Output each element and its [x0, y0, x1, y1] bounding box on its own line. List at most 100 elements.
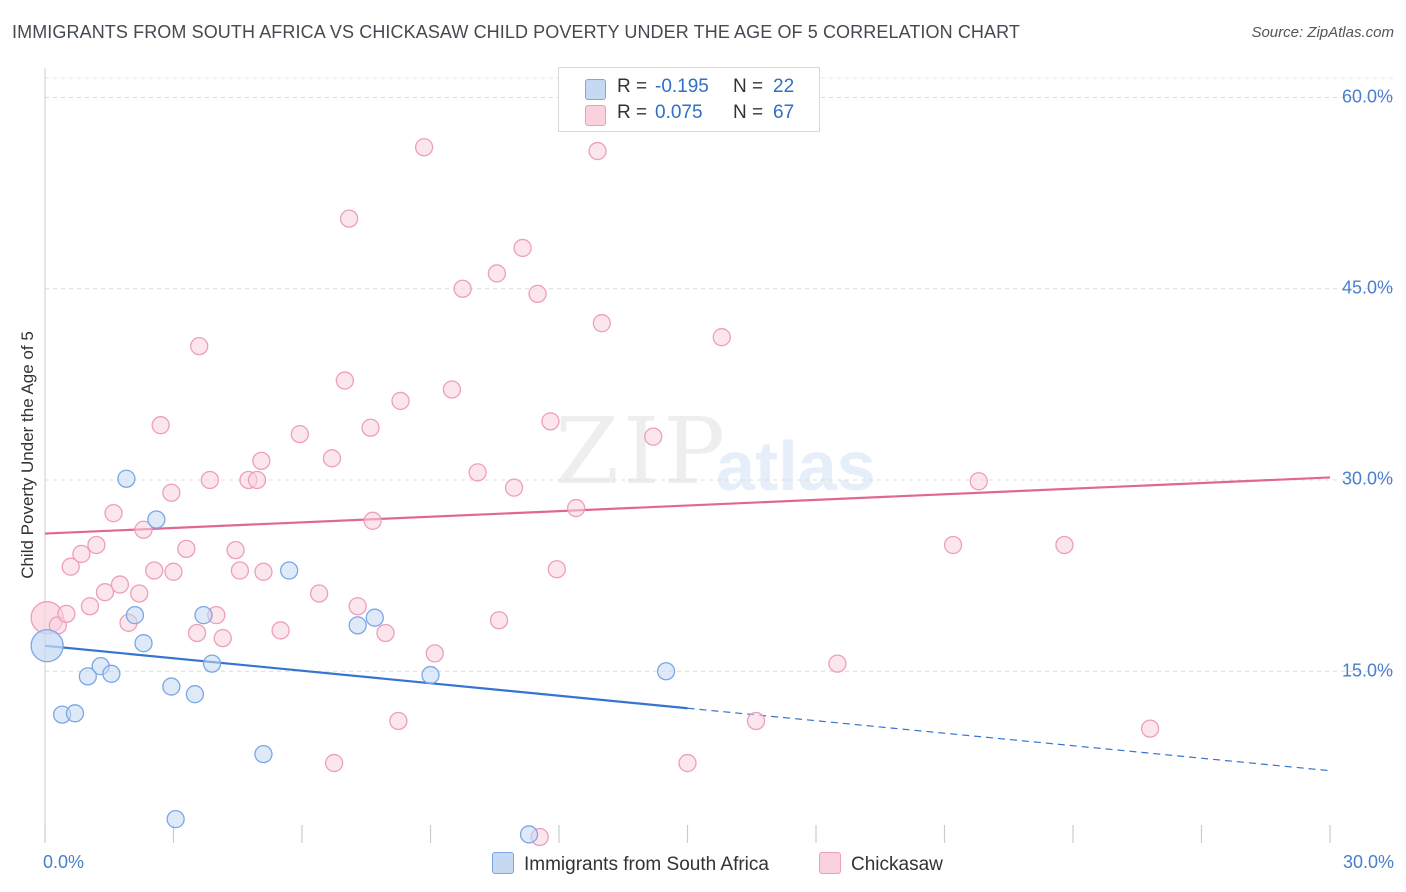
- trend-line-chickasaw: [44, 476, 1331, 535]
- point-chickasaw-23: [226, 540, 245, 560]
- point-chickasaw-54: [547, 560, 567, 579]
- point-south-africa-2: [65, 704, 85, 723]
- point-chickasaw-11: [130, 584, 149, 603]
- legend-label-south-africa: Immigrants from South Africa: [524, 854, 769, 875]
- point-chickasaw-60: [712, 328, 731, 347]
- point-chickasaw-42: [414, 138, 434, 157]
- point-chickasaw-43: [425, 644, 444, 663]
- x-tick-label-min: 0.0%: [43, 852, 85, 872]
- point-chickasaw-24: [230, 561, 250, 580]
- point-chickasaw-12: [134, 520, 153, 539]
- legend-n-value: 67: [773, 102, 795, 123]
- point-chickasaw-59: [678, 753, 697, 773]
- y-tick-label-60: 60.0%: [1341, 86, 1393, 107]
- y-tick-label-15: 15.0%: [1341, 660, 1393, 681]
- point-chickasaw-34: [335, 371, 354, 390]
- point-south-africa-10: [162, 677, 181, 696]
- point-chickasaw-22: [213, 628, 232, 648]
- legend-r-value: -0.195: [655, 76, 709, 97]
- point-chickasaw-6: [87, 535, 106, 555]
- point-chickasaw-4: [72, 544, 91, 564]
- point-chickasaw-19: [190, 336, 209, 356]
- point-south-africa-6: [117, 469, 136, 488]
- point-south-africa-20: [519, 825, 539, 844]
- axes: [44, 68, 1331, 843]
- legend-swatch-south-africa: [492, 852, 514, 874]
- y-axis-label: Child Poverty Under the Age of 5: [18, 331, 37, 579]
- source-label: Source: ZipAtlas.com: [1251, 24, 1394, 41]
- trend-line-south-africa: [44, 644, 688, 710]
- point-chickasaw-64: [969, 472, 988, 491]
- point-south-africa-21: [656, 662, 676, 681]
- point-chickasaw-46: [468, 463, 487, 482]
- point-chickasaw-9: [110, 575, 130, 594]
- point-chickasaw-47: [487, 264, 507, 283]
- point-south-africa-0: [30, 629, 64, 663]
- point-south-africa-17: [348, 616, 367, 635]
- point-chickasaw-37: [361, 418, 380, 437]
- point-chickasaw-17: [177, 539, 196, 558]
- legend-item-south-africa: Immigrants from South Africa: [492, 852, 769, 876]
- chart-title: IMMIGRANTS FROM SOUTH AFRICA VS CHICKASA…: [12, 22, 1021, 42]
- point-south-africa-3: [78, 667, 97, 686]
- point-chickasaw-13: [145, 561, 164, 580]
- point-chickasaw-55: [566, 498, 586, 518]
- point-chickasaw-2: [57, 604, 76, 624]
- y-tick-label-30: 30.0%: [1341, 468, 1393, 489]
- point-chickasaw-14: [151, 416, 170, 435]
- point-chickasaw-29: [271, 621, 290, 640]
- data-points: [30, 138, 1160, 847]
- legend-n-label: N =: [733, 102, 764, 123]
- legend-swatch-south-africa: [585, 79, 606, 100]
- point-south-africa-16: [279, 561, 299, 580]
- point-south-africa-5: [102, 664, 121, 683]
- point-chickasaw-58: [644, 427, 663, 446]
- point-chickasaw-40: [389, 711, 408, 731]
- point-chickasaw-27: [252, 451, 271, 471]
- point-south-africa-15: [254, 744, 273, 764]
- watermark-zip: ZIP: [555, 398, 730, 505]
- point-chickasaw-50: [513, 238, 532, 258]
- point-chickasaw-20: [200, 470, 220, 490]
- point-chickasaw-41: [391, 391, 410, 411]
- point-chickasaw-51: [528, 284, 547, 304]
- point-chickasaw-3: [61, 557, 80, 576]
- x-tick-label-max: 30.0%: [1342, 852, 1394, 872]
- point-chickasaw-28: [254, 562, 273, 581]
- trend-lines: [44, 476, 1331, 772]
- correlation-legend: R = -0.195 N = 22 R = 0.075 N = 67: [558, 67, 820, 132]
- watermark-atlas: atlas: [716, 427, 876, 505]
- point-chickasaw-38: [363, 511, 382, 530]
- point-chickasaw-45: [453, 279, 472, 298]
- point-chickasaw-7: [95, 583, 115, 602]
- point-chickasaw-33: [324, 753, 344, 773]
- point-chickasaw-49: [504, 478, 524, 497]
- legend-r-label: R =: [617, 76, 648, 97]
- point-chickasaw-62: [828, 654, 847, 673]
- point-chickasaw-48: [489, 611, 509, 630]
- point-chickasaw-30: [290, 424, 310, 444]
- y-tick-label-45: 45.0%: [1341, 277, 1393, 298]
- trend-line-south-africa-extension: [687, 707, 1331, 772]
- point-chickasaw-32: [322, 449, 342, 468]
- grid-lines: [45, 77, 1395, 672]
- point-south-africa-8: [134, 634, 153, 653]
- point-chickasaw-56: [588, 141, 607, 161]
- point-south-africa-18: [365, 608, 384, 627]
- point-chickasaw-15: [162, 483, 181, 502]
- point-chickasaw-26: [247, 470, 267, 490]
- point-chickasaw-57: [592, 314, 611, 333]
- point-south-africa-12: [185, 685, 205, 704]
- point-south-africa-9: [147, 510, 166, 529]
- legend-r-value: 0.075: [655, 102, 703, 123]
- point-chickasaw-63: [943, 535, 963, 555]
- point-chickasaw-36: [348, 597, 367, 616]
- point-chickasaw-53: [541, 412, 560, 431]
- point-chickasaw-31: [309, 584, 329, 603]
- legend-item-chickasaw: Chickasaw: [819, 852, 943, 876]
- legend-n-label: N =: [733, 76, 764, 97]
- point-south-africa-11: [166, 810, 185, 829]
- point-south-africa-13: [194, 606, 213, 625]
- legend-n-value: 22: [773, 76, 795, 97]
